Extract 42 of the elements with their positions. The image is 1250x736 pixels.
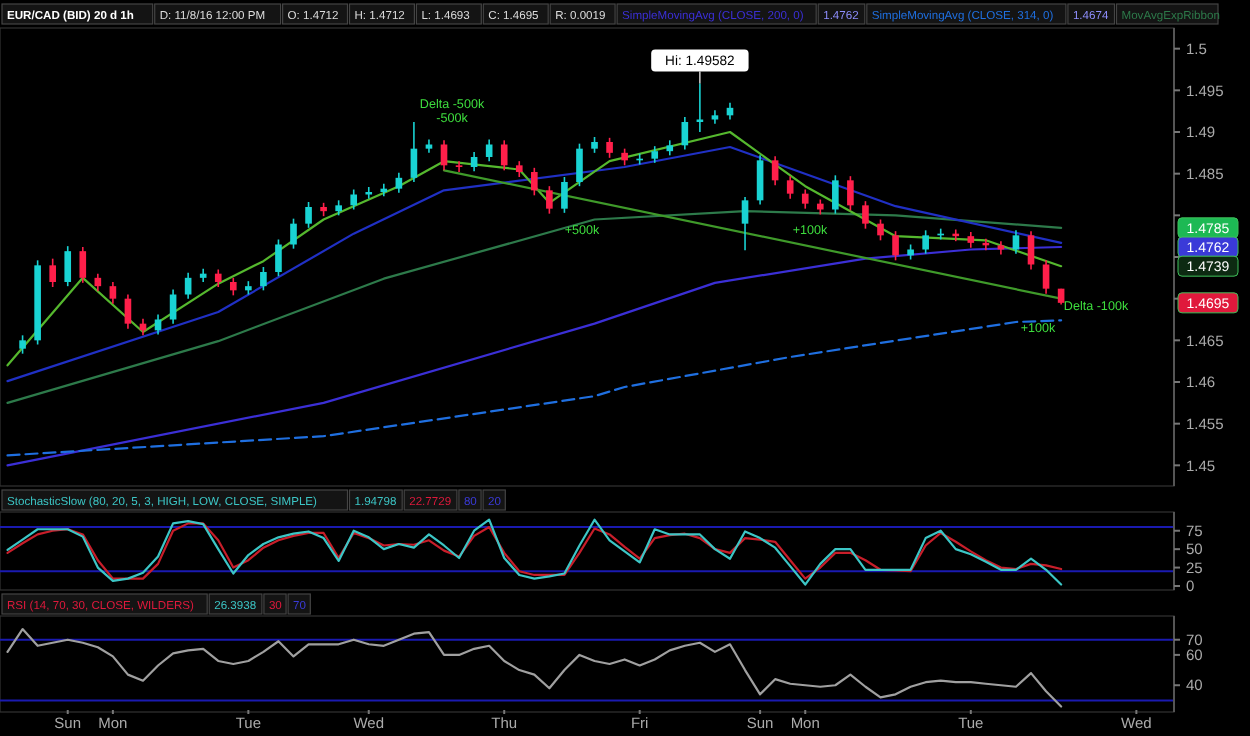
candlestick	[410, 121, 418, 183]
line-series	[6, 245, 1063, 467]
candlestick	[922, 229, 929, 255]
candlestick	[395, 172, 403, 194]
line-series	[6, 628, 1063, 708]
candlestick	[771, 155, 779, 187]
candlestick	[500, 139, 508, 172]
candlestick	[892, 230, 899, 262]
candlestick	[606, 137, 613, 159]
candlestick	[832, 174, 839, 215]
candlestick	[169, 288, 177, 325]
candlestick	[19, 334, 26, 355]
candlestick	[531, 167, 538, 197]
candlestick	[260, 266, 267, 292]
candlestick	[79, 246, 87, 284]
candlestick	[470, 151, 478, 172]
candlestick	[862, 200, 869, 230]
candlestick	[1042, 259, 1050, 295]
candlestick	[305, 201, 312, 229]
candlestick	[546, 185, 553, 215]
candlestick	[877, 218, 884, 242]
candlestick	[290, 217, 297, 250]
candlestick	[561, 176, 568, 214]
candlestick	[275, 238, 282, 277]
candlestick	[455, 160, 463, 173]
candlestick	[350, 188, 358, 211]
candlestick	[741, 196, 749, 252]
line-series	[6, 319, 1063, 457]
candlestick	[365, 186, 373, 200]
candlestick	[756, 154, 764, 206]
candlestick	[380, 182, 388, 197]
candlestick	[1012, 229, 1020, 255]
candlestick	[786, 175, 794, 200]
candlestick	[49, 257, 56, 288]
candlestick	[64, 245, 72, 287]
candlestick	[1027, 230, 1035, 271]
candlestick	[184, 272, 192, 300]
candlestick	[801, 188, 809, 210]
candlestick	[847, 175, 854, 212]
candlestick	[109, 281, 117, 305]
candlestick	[576, 142, 583, 187]
candlestick	[124, 293, 132, 330]
